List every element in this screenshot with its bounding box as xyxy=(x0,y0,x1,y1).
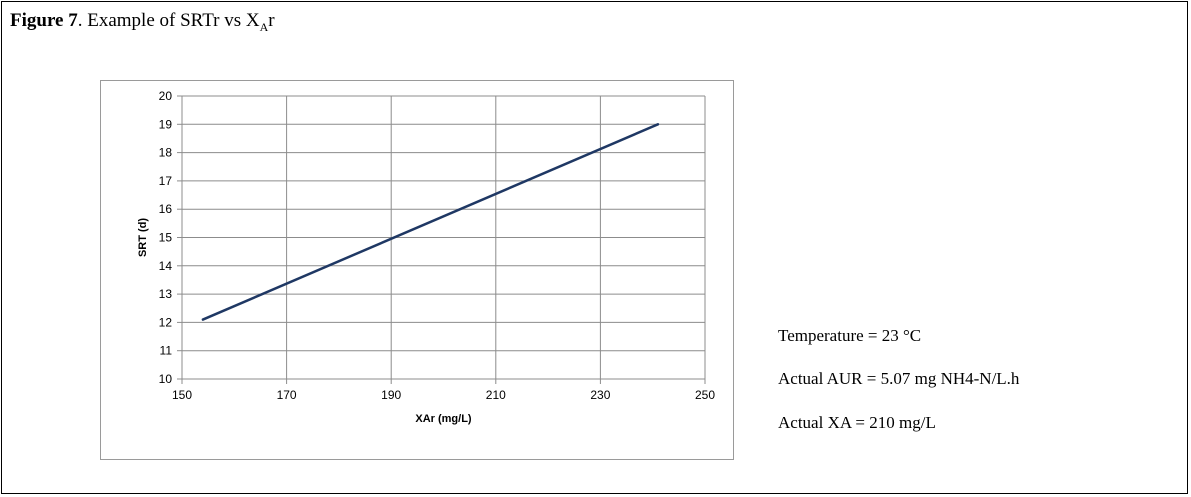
chart-area: 10 11 12 13 14 15 16 17 18 19 20 150 170 190 210 230 25… xyxy=(100,80,734,460)
y-tick-label: 16 xyxy=(159,202,173,216)
figure-label: Figure 7 xyxy=(10,10,78,31)
x-tick-label: 250 xyxy=(695,388,715,402)
actual-aur-note: Actual AUR = 5.07 mg NH4-N/L.h xyxy=(778,369,1020,388)
x-tick-label: 150 xyxy=(172,388,192,402)
y-tick-label: 19 xyxy=(159,117,173,131)
y-tick-label: 11 xyxy=(160,344,173,358)
y-tick-label: 12 xyxy=(159,315,173,329)
y-tick-label: 10 xyxy=(159,372,173,386)
line-chart: 10 11 12 13 14 15 16 17 18 19 20 150 170 190 210 230 25… xyxy=(137,89,715,425)
actual-xa-note: Actual XA = 210 mg/L xyxy=(778,413,936,432)
x-axis-title: XAr (mg/L) xyxy=(415,413,472,425)
x-tick-labels: 150 170 190 210 230 250 xyxy=(172,388,715,402)
y-tick-label: 14 xyxy=(159,259,173,273)
caption-text-end: r xyxy=(268,10,275,31)
y-tick-label: 13 xyxy=(159,287,173,301)
y-tick-label: 17 xyxy=(159,174,173,188)
series-group xyxy=(201,123,660,321)
y-tick-label: 20 xyxy=(159,89,173,103)
axes xyxy=(177,95,706,384)
y-tick-label: 18 xyxy=(159,146,173,160)
x-tick-label: 210 xyxy=(486,388,506,402)
x-tick-label: 170 xyxy=(277,388,297,402)
temperature-note: Temperature = 23 °C xyxy=(778,326,922,345)
caption-text: . Example of SRTr vs X xyxy=(77,10,260,31)
x-tick-label: 230 xyxy=(590,388,610,402)
y-axis-title: SRT (d) xyxy=(137,218,149,257)
x-tick-label: 190 xyxy=(381,388,401,402)
series-line xyxy=(201,123,660,321)
figure-caption: Figure 7. Example of SRTr vs XAr xyxy=(10,10,275,35)
y-tick-labels: 10 11 12 13 14 15 16 17 18 19 20 xyxy=(159,89,173,386)
caption-subscript: A xyxy=(259,19,269,34)
y-tick-label: 15 xyxy=(159,231,173,245)
